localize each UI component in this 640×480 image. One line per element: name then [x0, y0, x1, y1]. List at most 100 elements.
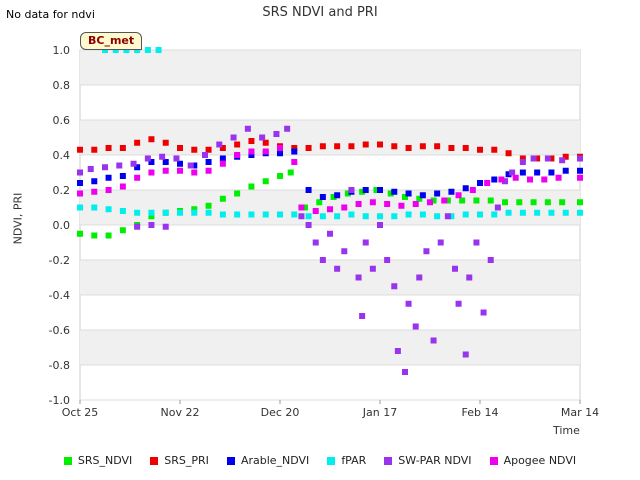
legend: SRS_NDVI SRS_PRI Arable_NDVI fPAR SW-PAR NDV…: [0, 454, 640, 467]
legend-item: SRS_NDVI: [63, 454, 132, 467]
data-point: [330, 194, 337, 200]
data-point: [273, 131, 280, 137]
data-point: [491, 146, 498, 153]
data-point: [112, 47, 119, 53]
data-point: [548, 169, 555, 176]
data-point: [437, 239, 444, 246]
data-point: [348, 211, 355, 218]
y-tick-label: 0.2: [53, 184, 71, 197]
legend-swatch: [63, 456, 72, 465]
site-badge: BC_met: [80, 32, 143, 50]
data-point: [312, 208, 319, 214]
data-point: [469, 187, 476, 193]
data-point: [144, 155, 151, 162]
chart-title: SRS NDVI and PRI: [262, 5, 378, 20]
data-point: [291, 159, 298, 165]
data-point: [491, 211, 498, 218]
data-point: [173, 155, 180, 162]
data-point: [577, 167, 583, 174]
data-point: [448, 145, 455, 151]
data-point: [405, 145, 412, 151]
data-point: [177, 160, 183, 167]
data-point: [534, 209, 541, 216]
data-point: [448, 213, 455, 220]
data-point: [530, 199, 537, 206]
data-point: [562, 209, 569, 216]
data-point: [477, 146, 483, 153]
data-point: [394, 348, 401, 354]
series-fpar: [77, 47, 583, 220]
data-point: [519, 209, 526, 216]
data-point: [205, 159, 212, 165]
data-point: [191, 162, 198, 169]
data-point: [402, 194, 408, 200]
y-tick-label: -0.2: [49, 254, 70, 267]
data-point: [559, 157, 566, 164]
legend-swatch: [489, 456, 498, 465]
data-point: [148, 209, 155, 216]
data-point: [577, 199, 583, 206]
data-point: [462, 185, 469, 192]
data-point: [319, 194, 326, 200]
legend-swatch: [226, 456, 235, 465]
data-point: [512, 174, 519, 181]
legend-item: Arable_NDVI: [226, 454, 309, 467]
data-point: [327, 206, 333, 213]
data-point: [452, 265, 458, 272]
legend-item: fPAR: [327, 454, 366, 467]
legend-label: fPAR: [341, 454, 367, 467]
data-point: [187, 162, 194, 169]
data-point: [562, 153, 569, 160]
data-point: [519, 155, 526, 162]
data-point: [412, 323, 419, 330]
data-point: [362, 187, 369, 193]
data-point: [205, 146, 212, 153]
data-point: [298, 213, 305, 220]
data-point: [509, 169, 516, 176]
data-point: [334, 265, 341, 272]
data-point: [91, 204, 98, 211]
data-point: [77, 146, 83, 153]
y-tick-label: 0.0: [53, 219, 71, 232]
data-point: [430, 197, 437, 204]
data-point: [502, 178, 508, 185]
data-point: [455, 192, 462, 199]
data-point: [434, 143, 441, 150]
data-point: [341, 204, 348, 211]
data-point: [219, 195, 226, 202]
data-point: [291, 145, 298, 151]
data-point: [527, 176, 533, 183]
y-tick-label: -1.0: [49, 394, 70, 407]
data-point: [305, 187, 312, 193]
data-point: [391, 213, 398, 220]
data-point: [259, 134, 266, 141]
data-point: [491, 176, 498, 183]
data-point: [480, 309, 487, 316]
data-point: [202, 152, 208, 158]
data-point: [369, 199, 376, 206]
data-point: [455, 300, 462, 307]
y-tick-label: -0.6: [49, 324, 70, 337]
data-point: [191, 209, 198, 216]
x-tick-label: Nov 22: [161, 406, 200, 419]
data-point: [134, 209, 141, 216]
data-point: [305, 222, 312, 228]
data-point: [519, 169, 526, 176]
data-point: [119, 208, 126, 214]
data-point: [444, 213, 451, 220]
series-srs-pri: [77, 136, 583, 162]
data-point: [123, 47, 130, 53]
data-point: [327, 230, 333, 237]
legend-item: SW-PAR NDVI: [384, 454, 472, 467]
series-srs-ndvi: [77, 169, 583, 239]
data-point: [505, 150, 512, 157]
data-point: [534, 155, 541, 162]
data-point: [577, 155, 583, 162]
data-point: [377, 187, 383, 193]
data-point: [434, 213, 441, 220]
data-point: [359, 313, 366, 319]
data-point: [391, 188, 398, 195]
grid-band: [80, 120, 580, 155]
data-point: [334, 213, 341, 220]
data-point: [519, 159, 526, 165]
